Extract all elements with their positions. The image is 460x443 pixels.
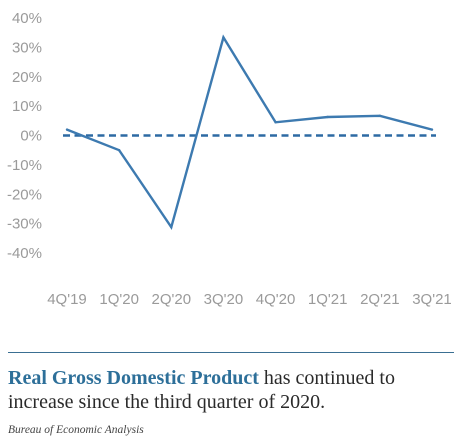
data-point [117, 148, 121, 152]
chart-caption: Real Gross Domestic Product has continue… [8, 366, 454, 414]
x-tick-label: 1Q'20 [99, 291, 139, 308]
data-point [274, 121, 277, 124]
y-tick-label: 20% [12, 69, 42, 86]
caption-text: has continued to increase since the thir… [8, 367, 395, 413]
x-tick-label: 1Q'21 [308, 291, 348, 308]
y-tick-label: -20% [7, 186, 42, 203]
data-point [378, 114, 382, 118]
x-tick-label: 3Q'21 [412, 291, 452, 308]
y-tick-label: 40% [12, 10, 42, 27]
y-tick-label: -40% [7, 245, 42, 262]
data-point [430, 128, 434, 131]
y-tick-label: 0% [20, 128, 42, 145]
x-tick-label: 2Q'21 [360, 291, 400, 308]
y-tick-label: 30% [12, 39, 42, 56]
caption-divider [8, 352, 454, 353]
x-tick-label: 4Q'19 [47, 291, 87, 308]
gdp-line-chart: 40% 30% 20% 10% 0% -10% -20% -30% -40% 4Q'19 1Q'20… [7, 10, 452, 308]
data-point [170, 225, 173, 229]
x-tick-label: 4Q'20 [256, 291, 296, 308]
data-point [65, 128, 69, 131]
data-point [222, 36, 225, 39]
y-tick-label: 10% [12, 98, 42, 115]
source-note: Bureau of Economic Analysis [8, 424, 144, 436]
x-tick-label: 2Q'20 [152, 291, 192, 308]
x-tick-label: 3Q'20 [204, 291, 244, 308]
y-tick-label: -10% [7, 157, 42, 174]
y-tick-label: -30% [7, 216, 42, 233]
caption-highlight: Real Gross Domestic Product [8, 367, 259, 389]
data-point [326, 115, 329, 119]
series-line [66, 34, 433, 230]
